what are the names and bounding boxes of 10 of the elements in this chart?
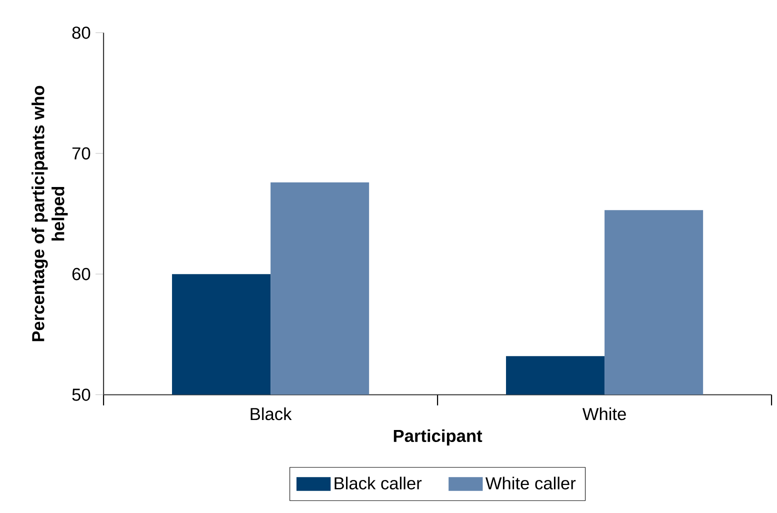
- x-axis-title: Participant: [394, 429, 482, 446]
- x-tick-label: White: [582, 407, 626, 420]
- legend-label: Black caller: [334, 476, 422, 490]
- legend-label: White caller: [485, 476, 576, 490]
- y-tick-label: 80: [72, 26, 90, 39]
- x-tick-label: Black: [250, 407, 292, 420]
- y-tick-label: 70: [72, 147, 90, 160]
- y-tick-label: 60: [72, 268, 90, 280]
- y-axis-title: Percentage of participants who helped: [32, 86, 68, 342]
- y-tick-label: 50: [72, 388, 90, 401]
